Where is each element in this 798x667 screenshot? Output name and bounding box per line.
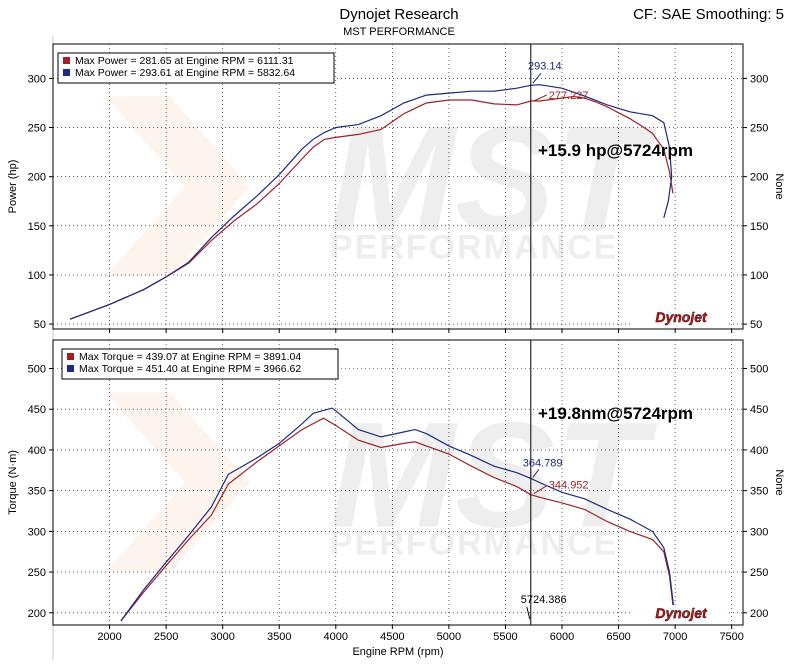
torque-ytick-label: 200 — [28, 608, 46, 620]
xtick-label: 3500 — [267, 631, 291, 643]
power-cursor-label-baseline: 277.227 — [549, 90, 589, 102]
report-title: Dynojet Research — [339, 6, 459, 23]
xtick-label: 3000 — [210, 631, 234, 643]
report-subtitle: MST PERFORMANCE — [343, 26, 455, 38]
torque-legend-entry: Max Torque = 451.40 at Engine RPM = 3966… — [79, 363, 301, 375]
torque-ytick-label: 500 — [28, 364, 46, 376]
torque-watermark-sub: PERFORMANCE — [330, 525, 618, 563]
torque-ytick-label: 350 — [28, 486, 46, 498]
power-cursor-arrow-baseline — [533, 94, 548, 102]
torque-ytick-label: 300 — [28, 526, 46, 538]
power-right-label: None — [773, 173, 785, 199]
power-ylabel: Power (hp) — [7, 160, 19, 214]
power-ytick-label: 150 — [28, 221, 46, 233]
torque-watermark-main: MST — [330, 391, 658, 559]
torque-ytick-label-right: 450 — [750, 404, 768, 416]
torque-legend-swatch — [67, 353, 74, 360]
torque-ytick-label-right: 200 — [750, 608, 768, 620]
power-lines — [69, 84, 674, 320]
power-ytick-label: 250 — [28, 123, 46, 135]
power-ytick-label: 100 — [28, 270, 46, 282]
torque-cursor-x-arrow — [526, 606, 531, 620]
power-watermark-chevron — [105, 96, 250, 277]
power-legend-entry: Max Power = 293.61 at Engine RPM = 5832.… — [75, 67, 295, 79]
torque-ytick-label-right: 300 — [750, 526, 768, 538]
xtick-label: 5000 — [437, 631, 461, 643]
torque-brand-bg — [633, 605, 729, 621]
power-cursor-label-tuned: 293.14 — [528, 60, 562, 72]
power-watermark-sub: PERFORMANCE — [330, 229, 618, 267]
torque-cursor-arrow-tuned — [532, 469, 540, 478]
power-series-baseline — [69, 95, 674, 320]
power-brand-logo: Dynojet — [655, 309, 708, 325]
xtick-label: 6000 — [550, 631, 574, 643]
torque-legend-box — [61, 348, 339, 380]
torque-frame — [52, 339, 744, 626]
power-brand-bg — [633, 309, 729, 325]
torque-ytick-label: 400 — [28, 445, 46, 457]
xtick-label: 7500 — [719, 631, 743, 643]
xtick-label: 2500 — [154, 631, 178, 643]
power-annotation: +15.9 hp@5724rpm — [538, 141, 693, 160]
xtick-label: 4500 — [380, 631, 404, 643]
power-ytick-label-right: 100 — [750, 270, 768, 282]
torque-series-baseline — [120, 417, 676, 622]
torque-ytick-label-right: 400 — [750, 445, 768, 457]
xtick-label: 7000 — [663, 631, 687, 643]
torque-legend-entry: Max Torque = 439.07 at Engine RPM = 3891… — [79, 351, 301, 363]
torque-ytick-label-right: 500 — [750, 364, 768, 376]
power-legend-entry: Max Power = 281.65 at Engine RPM = 6111.… — [75, 55, 294, 67]
power-ytick-label-right: 250 — [750, 123, 768, 135]
torque-cursor-x-label: 5724.386 — [521, 594, 567, 606]
torque-ytick-label-right: 250 — [750, 567, 768, 579]
torque-lines — [120, 407, 676, 622]
power-watermark-main: MST — [330, 95, 658, 263]
torque-cursor-label-baseline: 344.952 — [549, 480, 589, 492]
torque-ytick-label: 250 — [28, 567, 46, 579]
torque-series-tuned — [120, 407, 676, 622]
power-ytick-label-right: 300 — [750, 73, 768, 85]
xtick-label: 4000 — [324, 631, 348, 643]
torque-plot-area — [53, 340, 743, 625]
torque-ytick-label-right: 350 — [750, 486, 768, 498]
power-legend-box — [57, 52, 335, 84]
power-series-tuned — [69, 84, 673, 320]
torque-brand-logo: Dynojet — [655, 605, 708, 621]
correction-factor-label: CF: SAE Smoothing: 5 — [633, 6, 784, 23]
power-ytick-label-right: 50 — [750, 319, 762, 331]
xtick-label: 5500 — [493, 631, 517, 643]
torque-ylabel: Torque (N·m) — [7, 450, 19, 515]
power-cursor-arrow-tuned — [532, 72, 542, 84]
torque-ytick-label: 450 — [28, 404, 46, 416]
torque-cursor-arrow-baseline — [533, 485, 548, 495]
torque-right-label: None — [773, 469, 785, 495]
torque-watermark-chevron — [105, 392, 250, 573]
power-plot-area — [53, 44, 743, 329]
power-legend-swatch — [63, 57, 70, 64]
power-frame — [52, 43, 744, 330]
torque-cursor-label-tuned: 364.789 — [523, 457, 563, 469]
power-ytick-label: 200 — [28, 172, 46, 184]
power-ytick-label-right: 200 — [750, 172, 768, 184]
power-ytick-label: 50 — [34, 319, 46, 331]
power-ytick-label-right: 150 — [750, 221, 768, 233]
torque-annotation: +19.8nm@5724rpm — [538, 404, 693, 423]
power-ytick-label: 300 — [28, 73, 46, 85]
xtick-label: 2000 — [97, 631, 121, 643]
power-legend-swatch — [63, 69, 70, 76]
torque-legend-swatch — [67, 365, 74, 372]
xlabel: Engine RPM (rpm) — [352, 646, 443, 658]
xtick-label: 6500 — [606, 631, 630, 643]
